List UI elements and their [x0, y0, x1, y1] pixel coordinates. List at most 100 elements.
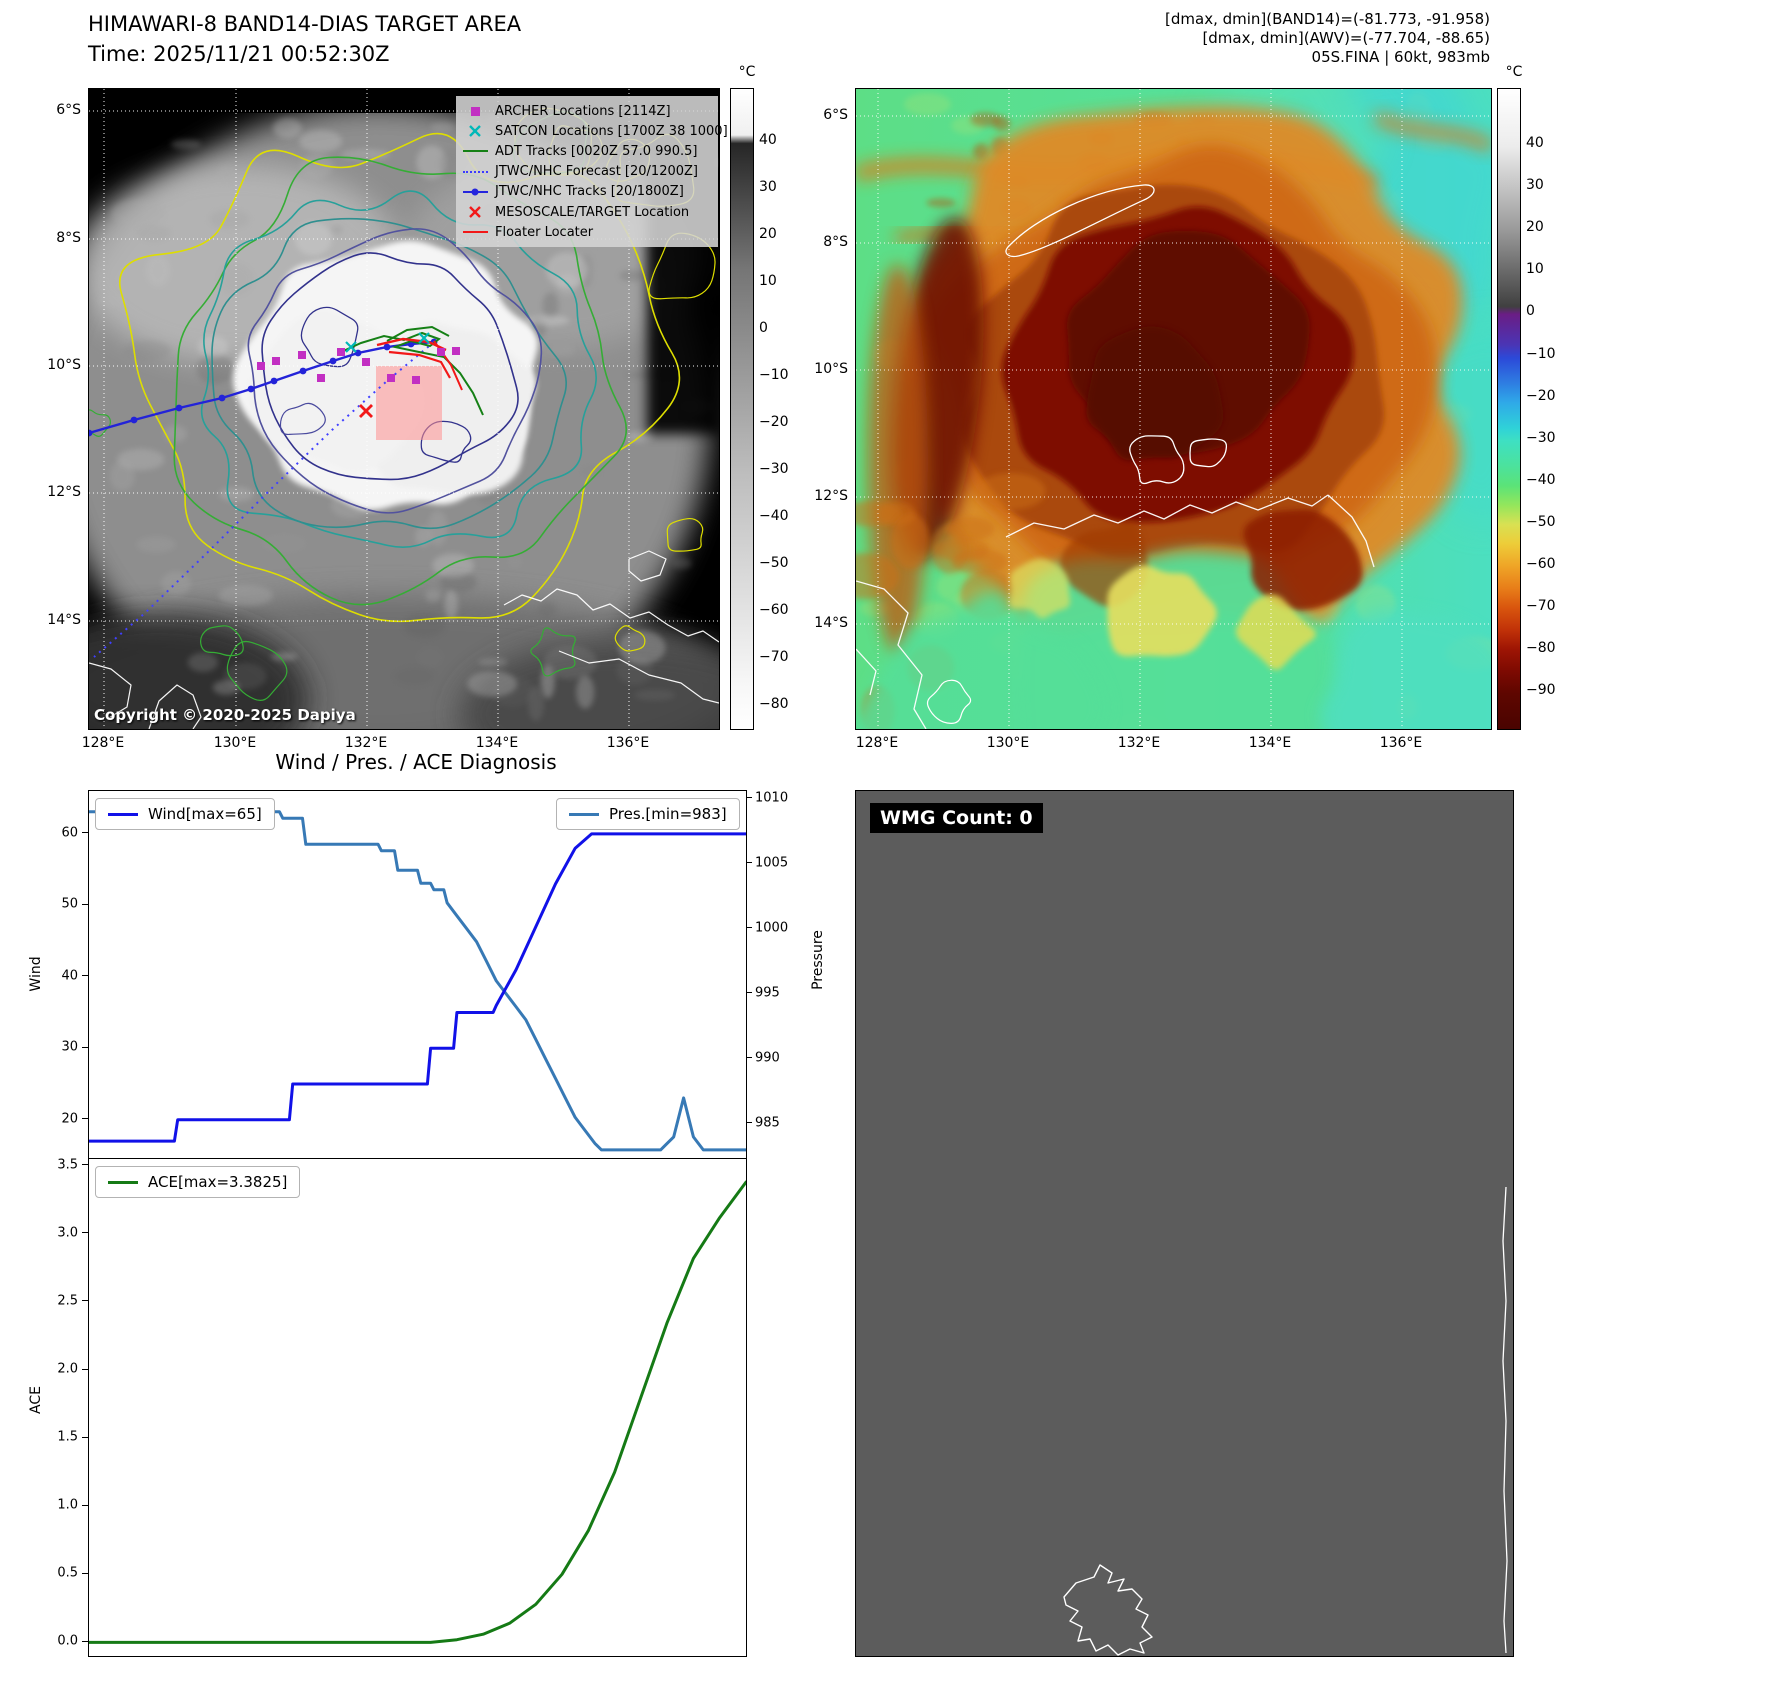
legend-item-label: JTWC/NHC Tracks [20/1800Z]: [495, 184, 684, 200]
lon-tick-label: 130°E: [213, 735, 257, 751]
y-tick-label: 1000: [755, 920, 789, 936]
wind-pressure-chart: [88, 790, 747, 1160]
pressure-legend-line: [569, 812, 599, 816]
tick-mark: [82, 1368, 88, 1370]
awv-satellite-map: [855, 88, 1492, 730]
line-dot-marker-icon: [460, 188, 490, 196]
awv-colorbar-gradient: [1498, 89, 1520, 729]
wind-legend-line: [108, 812, 138, 816]
tick-mark: [746, 927, 752, 929]
legend-item-label: MESOSCALE/TARGET Location: [495, 204, 690, 220]
colorbar-tick-label: 0: [759, 320, 768, 336]
lat-tick-label: 10°S: [47, 357, 81, 373]
tick-mark: [82, 1640, 88, 1642]
y-tick-label: 20: [61, 1111, 78, 1127]
legend-item-6: Floater Locater: [460, 222, 718, 242]
legend-item-5: MESOSCALE/TARGET Location: [460, 202, 718, 222]
tick-mark: [82, 1164, 88, 1166]
y-tick-label: 2.0: [57, 1361, 78, 1377]
band14-satellite-map: ARCHER Locations [2114Z] SATCON Locations…: [88, 88, 728, 730]
lon-tick-label: 134°E: [475, 735, 519, 751]
colorbar-tick-label: −80: [1526, 640, 1556, 657]
colorbar-tick-label: −30: [759, 461, 789, 477]
band14-colorbar: [730, 88, 754, 730]
line-marker-icon: [460, 150, 490, 153]
tick-mark: [746, 1057, 752, 1059]
lon-tick-label: 130°E: [986, 735, 1030, 751]
lat-tick-label: 14°S: [47, 612, 81, 628]
colorbar-tick-label: −10: [759, 367, 789, 383]
colorbar-tick-label: −10: [1526, 345, 1556, 362]
lon-tick-label: 132°E: [344, 735, 388, 751]
tick-mark: [82, 1504, 88, 1506]
y-tick-label: 985: [755, 1115, 780, 1131]
y-tick-label: 30: [61, 1039, 78, 1055]
tick-mark: [746, 1122, 752, 1124]
colorbar-tick-label: −60: [759, 602, 789, 618]
lat-tick-label: 12°S: [47, 484, 81, 500]
colorbar-tick-label: −70: [759, 649, 789, 665]
colorbar-tick-label: 10: [1526, 261, 1544, 278]
y-tick-label: 40: [61, 968, 78, 984]
ace-legend-line: [108, 1180, 138, 1184]
legend-item-2: ADT Tracks [0020Z 57.0 990.5]: [460, 141, 718, 161]
wind-pressure-plot: [89, 810, 746, 1152]
diagnosis-title: Wind / Pres. / ACE Diagnosis: [275, 750, 557, 774]
ace-plot: [89, 1180, 746, 1644]
tick-mark: [82, 1046, 88, 1048]
legend-item-1: SATCON Locations [1700Z 38 1000]: [460, 121, 728, 141]
y-tick-label: 1.0: [57, 1497, 78, 1513]
colorbar-tick-label: 20: [759, 226, 777, 242]
colorbar-tick-label: 20: [1526, 219, 1544, 236]
wind-legend: Wind[max=65]: [95, 798, 275, 830]
awv-header-storm-info: 05S.FINA | 60kt, 983mb: [1311, 48, 1490, 66]
dotted-line-marker-icon: [460, 170, 490, 173]
wmg-count-label: WMG Count: 0: [870, 803, 1043, 833]
lat-tick-label: 8°S: [56, 230, 81, 246]
y-tick-label: 2.5: [57, 1293, 78, 1309]
colorbar-tick-label: −50: [759, 555, 789, 571]
lon-tick-label: 136°E: [606, 735, 650, 751]
colorbar-tick-label: 30: [1526, 177, 1544, 194]
legend-item-label: SATCON Locations [1700Z 38 1000]: [495, 123, 728, 139]
colorbar-tick-label: −80: [759, 696, 789, 712]
band14-timestamp: Time: 2025/11/21 00:52:30Z: [88, 42, 390, 66]
tick-mark: [746, 992, 752, 994]
legend-item-label: JTWC/NHC Forecast [20/1200Z]: [495, 164, 698, 180]
wmg-map: [856, 791, 1513, 1656]
colorbar-tick-label: −20: [1526, 387, 1556, 404]
awv-header-band14-range: [dmax, dmin](BAND14)=(-81.773, -91.958): [1165, 10, 1490, 28]
colorbar-tick-label: −20: [759, 414, 789, 430]
colorbar-tick-label: 0: [1526, 303, 1535, 320]
tick-mark: [82, 832, 88, 834]
lon-tick-label: 128°E: [855, 735, 899, 751]
tick-mark: [82, 1118, 88, 1120]
colorbar-tick-label: −90: [1526, 682, 1556, 699]
copyright-watermark: Copyright © 2020-2025 Dapiya: [94, 706, 356, 724]
y-tick-label: 3.0: [57, 1225, 78, 1241]
pressure-legend-label: Pres.[min=983]: [609, 805, 727, 823]
lat-tick-label: 10°S: [814, 361, 848, 377]
y-tick-label: 1010: [755, 790, 789, 806]
colorbar-tick-label: 10: [759, 273, 777, 289]
lon-tick-label: 134°E: [1248, 735, 1292, 751]
line-marker-icon: [460, 231, 490, 234]
tick-mark: [82, 1572, 88, 1574]
y-tick-label: 50: [61, 896, 78, 912]
colorbar-tick-label: −40: [1526, 471, 1556, 488]
lon-tick-label: 136°E: [1379, 735, 1423, 751]
legend-item-3: JTWC/NHC Forecast [20/1200Z]: [460, 162, 718, 182]
tick-mark: [746, 862, 752, 864]
legend-item-label: ADT Tracks [0020Z 57.0 990.5]: [495, 143, 698, 159]
lat-tick-label: 12°S: [814, 488, 848, 504]
lat-tick-label: 6°S: [56, 102, 81, 118]
tick-mark: [82, 903, 88, 905]
y-tick-label: 0.0: [57, 1633, 78, 1649]
colorbar-tick-label: −70: [1526, 598, 1556, 615]
awv-colorbar: [1497, 88, 1521, 730]
x-marker-icon: [460, 205, 490, 219]
colorbar-tick-label: 40: [759, 132, 777, 148]
wind-axis-label: Wind: [28, 956, 44, 992]
colorbar-unit: °C: [738, 64, 756, 80]
